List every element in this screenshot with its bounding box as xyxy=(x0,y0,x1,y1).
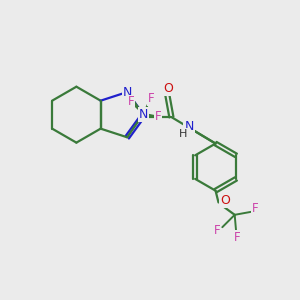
Text: F: F xyxy=(252,202,259,215)
Text: F: F xyxy=(234,231,241,244)
Text: F: F xyxy=(214,224,220,237)
Text: F: F xyxy=(128,95,134,109)
Text: N: N xyxy=(139,108,148,121)
Text: N: N xyxy=(184,120,194,133)
Text: O: O xyxy=(164,82,173,95)
Text: N: N xyxy=(122,85,132,98)
Text: F: F xyxy=(148,92,154,105)
Text: O: O xyxy=(220,194,230,208)
Text: F: F xyxy=(155,110,161,123)
Text: H: H xyxy=(178,129,187,139)
